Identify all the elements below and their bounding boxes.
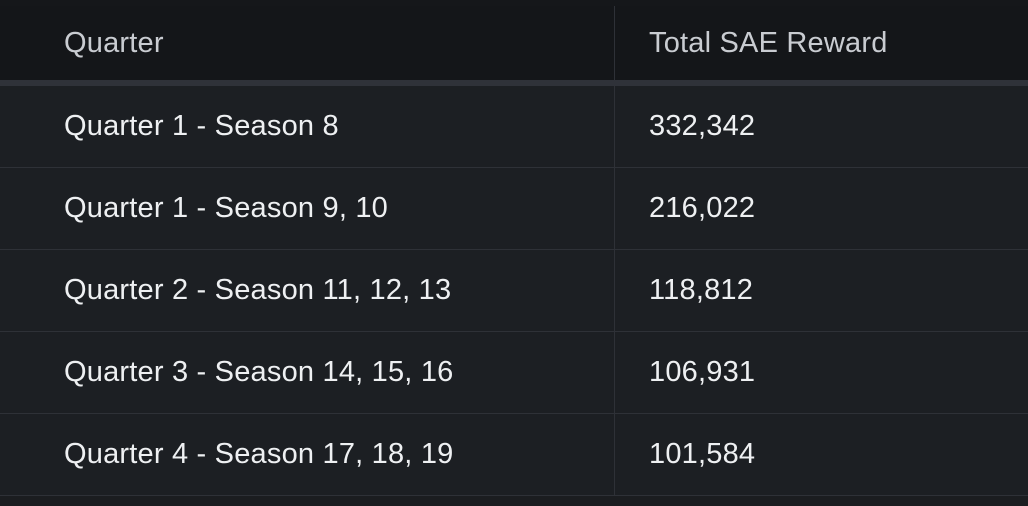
header-quarter[interactable]: Quarter	[0, 6, 615, 80]
quarter-cell: Quarter 1 - Season 8	[0, 86, 615, 167]
reward-cell: 216,022	[649, 192, 756, 224]
table-row: Quarter 1 - Season 9, 10 216,022	[0, 168, 1028, 250]
header-total-sae-reward[interactable]: Total SAE Reward	[649, 26, 888, 59]
reward-cell: 332,342	[649, 110, 756, 142]
reward-cell: 106,931	[649, 356, 756, 388]
table-header-row: Quarter Total SAE Reward	[0, 6, 1028, 86]
reward-cell: 118,812	[649, 274, 754, 306]
top-strip	[0, 0, 1028, 6]
table-row: Quarter 4 - Season 17, 18, 19 101,584	[0, 414, 1028, 496]
quarter-cell: Quarter 3 - Season 14, 15, 16	[0, 332, 615, 413]
quarter-cell: Quarter 1 - Season 9, 10	[0, 168, 615, 249]
table-row: Quarter 1 - Season 8 332,342	[0, 86, 1028, 168]
table-row: Quarter 3 - Season 14, 15, 16 106,931	[0, 332, 1028, 414]
quarter-cell: Quarter 2 - Season 11, 12, 13	[0, 250, 615, 331]
table-row: Quarter 2 - Season 11, 12, 13 118,812	[0, 250, 1028, 332]
quarter-cell: Quarter 4 - Season 17, 18, 19	[0, 414, 615, 495]
reward-cell: 101,584	[649, 438, 756, 470]
rewards-table: Quarter Total SAE Reward Quarter 1 - Sea…	[0, 6, 1028, 506]
